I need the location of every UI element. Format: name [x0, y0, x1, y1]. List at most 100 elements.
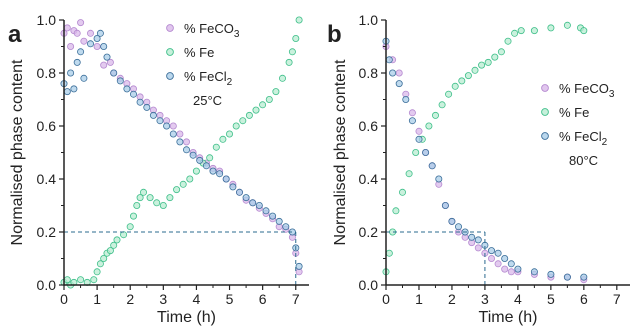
data-point: [87, 40, 95, 48]
data-point: [96, 29, 104, 37]
data-point: [282, 223, 290, 231]
data-point: [179, 180, 187, 188]
data-point: [156, 117, 164, 125]
data-point: [202, 162, 210, 170]
x-tick-label: 3: [159, 291, 167, 307]
data-point: [259, 101, 267, 109]
data-point: [149, 111, 157, 119]
data-point: [216, 170, 224, 178]
y-tick-label: 0.8: [359, 65, 379, 81]
legend-marker-fe: [166, 48, 174, 56]
x-tick-label: 5: [226, 291, 234, 307]
data-point: [77, 48, 85, 56]
y-tick-label: 0.4: [359, 171, 379, 187]
y-tick-label: 1.0: [359, 12, 379, 28]
y-axis-title: Normalised phase content: [332, 59, 349, 245]
data-point: [182, 146, 190, 154]
data-point: [438, 101, 446, 109]
data-point: [159, 201, 167, 209]
data-point: [239, 117, 247, 125]
data-point: [186, 175, 194, 183]
data-point: [468, 233, 476, 241]
x-axis-title: Time (h): [479, 309, 538, 326]
data-point: [474, 244, 482, 252]
data-point: [169, 122, 177, 130]
data-point: [110, 69, 118, 77]
data-point: [73, 29, 81, 37]
y-axis-title: Normalised phase content: [9, 59, 26, 245]
data-point: [448, 217, 456, 225]
data-point: [63, 88, 71, 96]
x-tick-label: 7: [292, 291, 300, 307]
data-point: [110, 241, 118, 249]
data-point: [402, 96, 410, 104]
data-point: [458, 77, 466, 85]
data-point: [425, 122, 433, 130]
data-point: [136, 194, 144, 202]
data-point: [136, 98, 144, 106]
data-point: [385, 56, 393, 64]
data-point: [547, 270, 555, 278]
data-point: [441, 201, 449, 209]
temperature-annotation: 25°C: [193, 93, 222, 108]
data-point: [80, 37, 88, 45]
x-tick-label: 1: [93, 291, 101, 307]
y-tick-label: 1.0: [37, 12, 57, 28]
data-point: [93, 35, 101, 43]
series-fe: [60, 16, 303, 289]
data-point: [176, 138, 184, 146]
data-point: [507, 260, 515, 268]
data-point: [431, 111, 439, 119]
data-point: [484, 58, 492, 66]
y-tick-label: 0.0: [359, 277, 379, 293]
data-point: [272, 88, 280, 96]
x-tick-label: 5: [547, 291, 555, 307]
data-point: [265, 96, 273, 104]
x-tick-label: 6: [259, 291, 267, 307]
data-point: [422, 148, 430, 156]
data-point: [408, 109, 416, 117]
data-point: [100, 254, 108, 262]
data-point: [514, 265, 522, 273]
data-point: [196, 156, 204, 164]
x-tick-label: 0: [382, 291, 390, 307]
x-tick-label: 3: [481, 291, 489, 307]
panel-letter: b: [327, 21, 342, 48]
data-point: [113, 236, 121, 244]
data-point: [530, 268, 538, 276]
data-point: [547, 24, 555, 32]
series-fecl2: [60, 29, 303, 270]
data-point: [67, 69, 75, 77]
data-point: [295, 262, 303, 270]
temperature-annotation: 80°C: [569, 153, 598, 168]
data-point: [80, 74, 88, 82]
data-point: [530, 27, 538, 35]
legend: % FeCO3 % Fe % FeCl2: [166, 21, 240, 88]
data-point: [249, 199, 257, 207]
panel-a: a 0 1 2 3 4 5 6 7 0.0 0.2 0.4 0.6 0.8 1.0 Time (h) Norma…: [8, 12, 309, 326]
data-point: [173, 186, 181, 194]
data-point: [415, 127, 423, 135]
data-point: [116, 77, 124, 85]
data-point: [295, 16, 303, 24]
x-tick-label: 4: [514, 291, 522, 307]
data-point: [275, 217, 283, 225]
data-point: [126, 223, 134, 231]
y-tick-label: 0.4: [37, 171, 57, 187]
data-point: [87, 29, 95, 37]
data-point: [93, 43, 101, 51]
legend-marker-fe: [541, 108, 549, 116]
data-point: [428, 162, 436, 170]
data-point: [511, 29, 519, 37]
x-tick-label: 1: [415, 291, 423, 307]
data-point: [100, 43, 108, 51]
legend-marker-feco3: [541, 84, 549, 92]
legend-label-feco3: % FeCO3: [184, 21, 240, 40]
data-point: [392, 207, 400, 215]
y-tick-label: 0.8: [37, 65, 57, 81]
data-point: [471, 66, 479, 74]
data-point: [166, 194, 174, 202]
series-feco3: [60, 19, 303, 276]
data-point: [129, 212, 137, 220]
data-point: [494, 249, 502, 257]
